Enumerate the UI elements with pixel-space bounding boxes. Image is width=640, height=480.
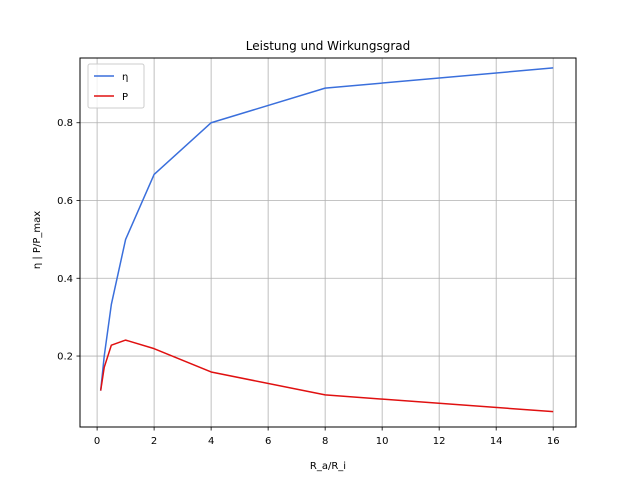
y-tick-label: 0.6 bbox=[57, 196, 73, 207]
series-line-0 bbox=[99, 67, 554, 391]
x-tick-label: 6 bbox=[265, 436, 271, 447]
series-line-1 bbox=[99, 339, 554, 413]
x-tick-label: 0 bbox=[94, 436, 100, 447]
y-axis-title: η | P/P_max bbox=[32, 211, 43, 269]
chart-title: Leistung und Wirkungsgrad bbox=[246, 39, 410, 53]
legend-label-0: η bbox=[122, 72, 128, 83]
ticks: 0 2 4 6 8 10 12 14 16 0.2 0.4 0.6 0.8 bbox=[57, 118, 559, 447]
legend-box bbox=[87, 63, 145, 109]
x-tick-label: 4 bbox=[208, 436, 214, 447]
x-axis-title: R_a/R_i bbox=[310, 461, 346, 472]
series-layer bbox=[99, 67, 554, 413]
y-tick-label: 0.2 bbox=[57, 352, 73, 363]
x-tick-label: 12 bbox=[433, 436, 446, 447]
x-tick-label: 16 bbox=[547, 436, 560, 447]
plot-frame bbox=[79, 57, 577, 428]
x-tick-label: 14 bbox=[490, 436, 503, 447]
y-tick-label: 0.4 bbox=[57, 274, 73, 285]
y-tick-label: 0.8 bbox=[57, 118, 73, 129]
x-tick-label: 10 bbox=[376, 436, 389, 447]
legend: ηP bbox=[87, 63, 145, 109]
x-tick-label: 2 bbox=[151, 436, 157, 447]
legend-label-1: P bbox=[122, 92, 128, 103]
grid bbox=[80, 58, 576, 427]
x-tick-label: 8 bbox=[322, 436, 328, 447]
